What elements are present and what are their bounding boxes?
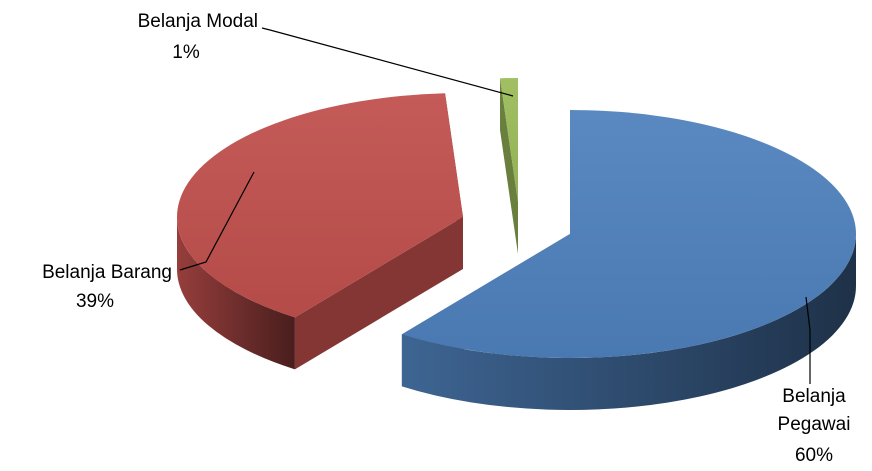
pie-slice-belanja-barang <box>176 93 463 370</box>
slice-label-belanja-modal: Belanja Modal <box>138 11 258 32</box>
slice-value-belanja-pegawai: 60% <box>795 445 833 466</box>
pie-slice-top <box>401 110 856 358</box>
pie-slice-side <box>401 234 856 410</box>
slice-value-belanja-barang: 39% <box>76 291 114 312</box>
pie-slice-top <box>176 93 463 318</box>
leader-line-belanja-pegawai <box>805 296 811 384</box>
leader-line-belanja-modal <box>261 27 514 97</box>
pie-slice-belanja-modal <box>500 78 518 254</box>
leader-line-belanja-barang <box>179 171 255 271</box>
slice-label-belanja-pegawai: Belanja <box>782 386 846 407</box>
pie-slice-side <box>177 217 295 370</box>
pie-slice-belanja-pegawai <box>401 110 856 410</box>
slice-label-belanja-pegawai: Pegawai <box>778 414 851 435</box>
slice-value-belanja-modal: 1% <box>172 42 200 63</box>
slice-label-belanja-barang: Belanja Barang <box>42 262 172 283</box>
pie-slice-top <box>500 78 518 202</box>
